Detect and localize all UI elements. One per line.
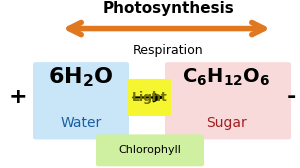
Text: Light: Light (131, 91, 167, 104)
FancyBboxPatch shape (96, 134, 204, 166)
Text: Photosynthesis: Photosynthesis (102, 1, 234, 16)
Text: Chlorophyll: Chlorophyll (118, 145, 182, 155)
Text: Respiration: Respiration (133, 44, 203, 57)
Text: +: + (9, 87, 27, 108)
Text: Water: Water (60, 116, 102, 130)
FancyBboxPatch shape (165, 62, 291, 139)
Text: Sugar: Sugar (206, 116, 247, 130)
FancyBboxPatch shape (128, 79, 171, 116)
Text: -: - (286, 87, 296, 108)
Text: $\mathbf{6H_2O}$: $\mathbf{6H_2O}$ (48, 66, 114, 89)
FancyBboxPatch shape (33, 62, 129, 139)
Text: $\mathbf{C_6H_{12}O_6}$: $\mathbf{C_6H_{12}O_6}$ (182, 67, 271, 88)
